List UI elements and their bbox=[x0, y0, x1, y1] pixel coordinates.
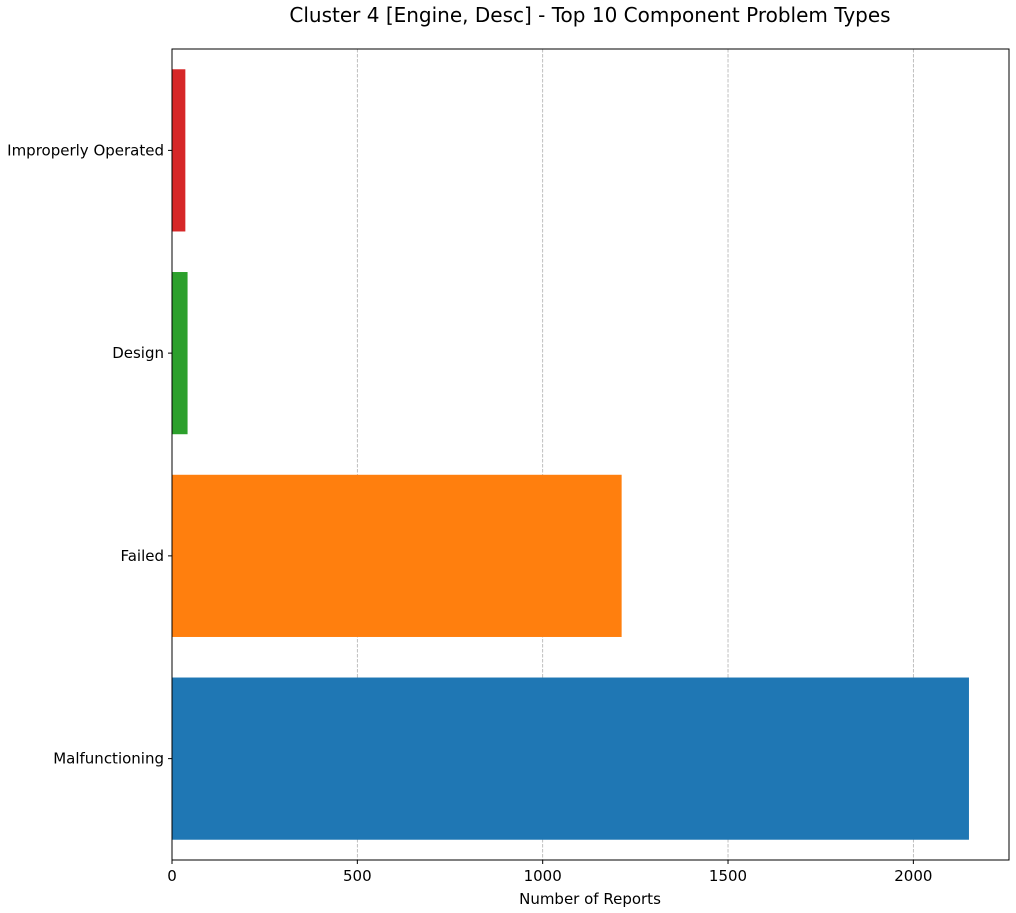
x-tick-label: 1000 bbox=[524, 867, 562, 885]
x-tick-label: 2000 bbox=[894, 867, 932, 885]
y-tick-label: Failed bbox=[120, 547, 164, 565]
x-tick-label: 0 bbox=[167, 867, 177, 885]
y-tick-label: Design bbox=[112, 344, 164, 362]
x-tick-label: 500 bbox=[343, 867, 372, 885]
bar-failed bbox=[172, 474, 622, 637]
plot-frame bbox=[171, 48, 1010, 861]
y-tick-label: Improperly Operated bbox=[7, 141, 164, 159]
x-axis-ticks: 0 500 1000 1500 2000 bbox=[167, 860, 932, 885]
chart-title: Cluster 4 [Engine, Desc] - Top 10 Compon… bbox=[289, 3, 890, 27]
y-tick-label: Malfunctioning bbox=[53, 750, 164, 768]
bars bbox=[172, 69, 969, 840]
x-axis-label: Number of Reports bbox=[519, 890, 661, 908]
bar-design bbox=[172, 272, 188, 435]
y-axis-ticks: Malfunctioning Failed Design Improperly Ope… bbox=[7, 141, 172, 768]
x-tick-label: 1500 bbox=[709, 867, 747, 885]
bar-malfunctioning bbox=[172, 677, 969, 840]
bar-improperly-operated bbox=[172, 69, 186, 232]
